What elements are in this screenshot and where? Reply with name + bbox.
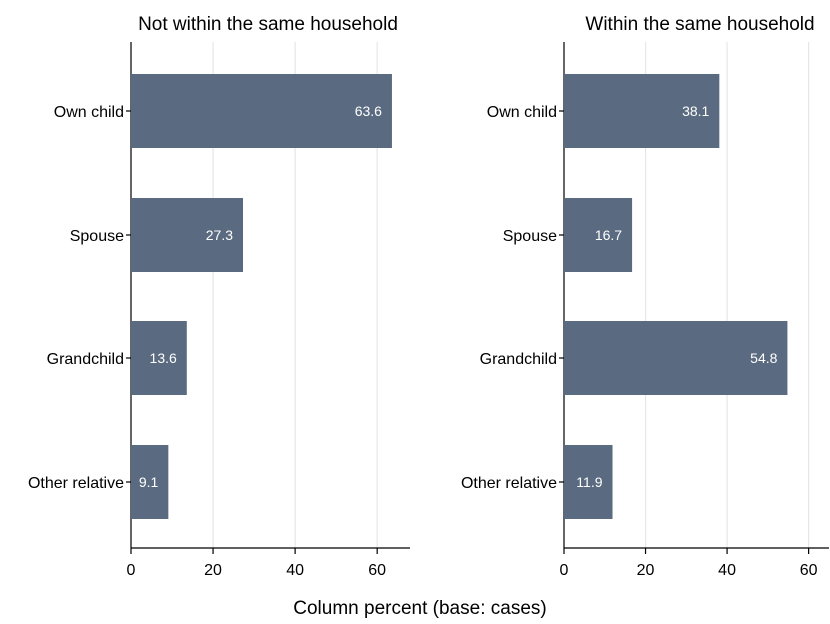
panel0-data-label-0: 63.6: [355, 103, 382, 119]
panel1-data-label-2: 54.8: [750, 350, 777, 366]
panel1-bar-2: [564, 321, 788, 395]
panel1-x-tick-label-0: 0: [560, 562, 569, 579]
panel0-x-tick-label-3: 60: [368, 562, 386, 579]
panel1-bar-0: [564, 74, 720, 148]
panel0-bar-0: [131, 74, 392, 148]
panel0-category-label-0: Own child: [54, 104, 124, 121]
panel1-category-label-2: Grandchild: [480, 351, 557, 368]
panel0-category-label-2: Grandchild: [47, 351, 124, 368]
panel0-data-label-3: 9.1: [139, 474, 159, 490]
panel-not-within-household: Not within the same household 0 20 40 60 Own …: [28, 14, 410, 579]
panel1-bar-3: [564, 445, 613, 519]
panel0-category-label-3: Other relative: [28, 475, 124, 492]
panel0-data-label-1: 27.3: [206, 227, 233, 243]
panel0-bar-3: [131, 445, 169, 519]
panel1-x-tick-label-3: 60: [800, 562, 818, 579]
panel0-category-label-1: Spouse: [70, 228, 124, 245]
panel0-data-label-2: 13.6: [150, 350, 177, 366]
panel0-bar-2: [131, 321, 187, 395]
x-axis-title: Column percent (base: cases): [293, 598, 546, 619]
panel0-bar-1: [131, 198, 244, 272]
panel1-data-label-3: 11.9: [576, 474, 602, 490]
panel1-data-label-0: 38.1: [682, 103, 709, 119]
panel1-title: Within the same household: [585, 14, 814, 35]
panel0-x-tick-label-1: 20: [204, 562, 222, 579]
panel0-x-tick-label-0: 0: [127, 562, 136, 579]
panel1-x-tick-label-2: 40: [718, 562, 736, 579]
panel0-x-tick-label-2: 40: [286, 562, 304, 579]
panel1-category-label-3: Other relative: [461, 475, 557, 492]
panel1-data-label-1: 16.7: [595, 227, 622, 243]
panel1-category-label-0: Own child: [487, 104, 557, 121]
panel1-bar-1: [564, 198, 633, 272]
panel1-category-label-1: Spouse: [503, 228, 557, 245]
panel1-x-tick-label-1: 20: [637, 562, 655, 579]
panel0-title: Not within the same household: [138, 14, 398, 35]
panel-within-household: Within the same household 0 20 40 60 Own chil…: [461, 14, 829, 579]
